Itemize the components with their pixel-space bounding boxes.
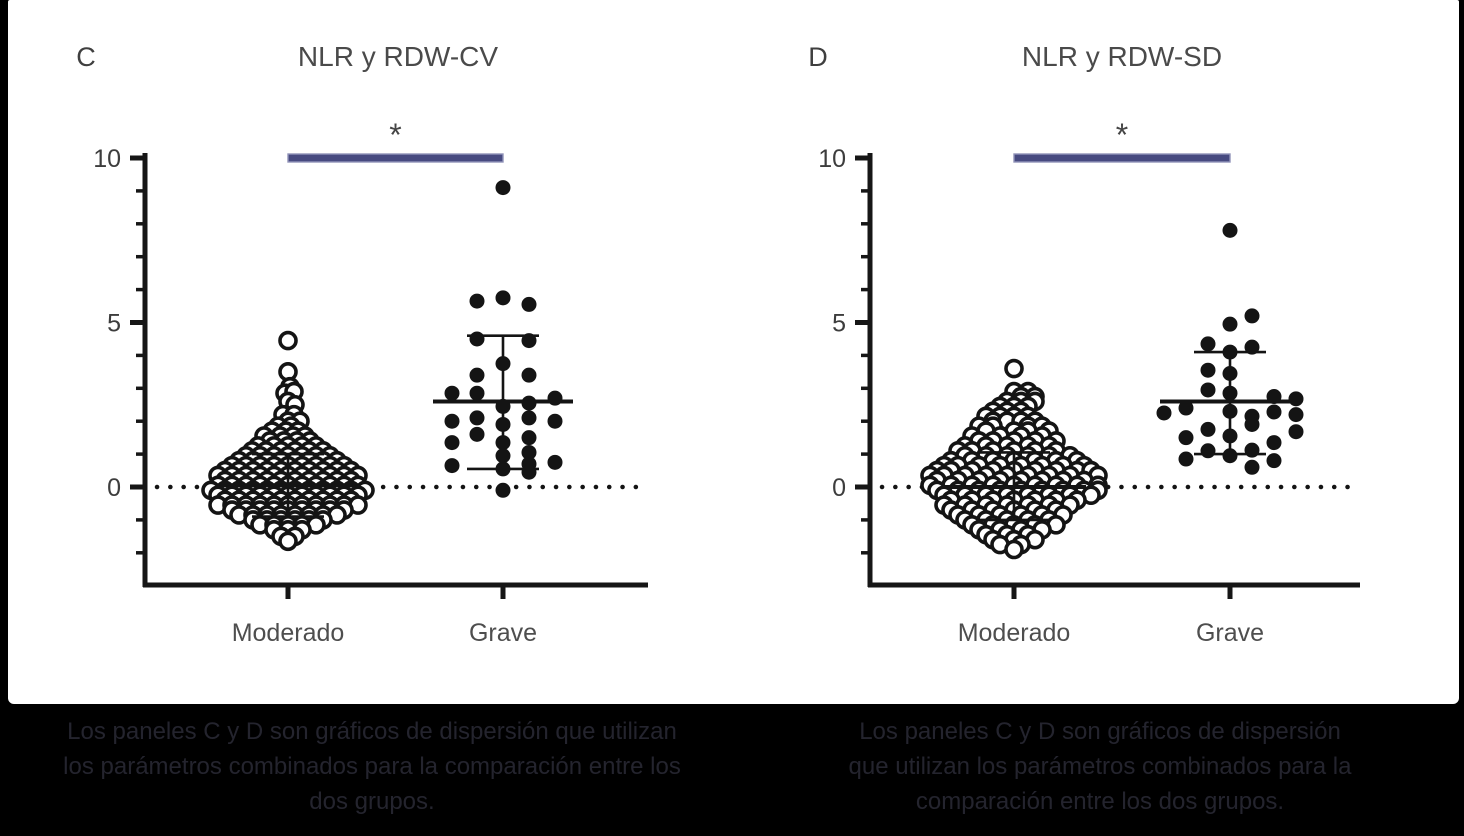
panel-title: NLR y RDW-SD <box>1022 41 1222 72</box>
error-bar-grave <box>433 334 573 471</box>
caption-panel-left: Los paneles C y D son gráficos de disper… <box>63 718 681 815</box>
panel-title: NLR y RDW-CV <box>298 41 498 72</box>
data-point <box>1156 405 1172 421</box>
data-point <box>1222 448 1238 464</box>
data-point <box>1288 407 1304 423</box>
data-point <box>1200 336 1216 352</box>
data-point <box>521 410 537 426</box>
data-point <box>1244 442 1260 458</box>
category-label-grave: Grave <box>469 619 537 647</box>
y-tick-label: 5 <box>107 309 121 337</box>
scatter-panel-d: D NLR y RDW-SD 10 5 0 Moderado Grave * <box>808 41 1363 647</box>
data-point <box>469 410 485 426</box>
data-point <box>1244 308 1260 324</box>
data-point <box>1004 539 1024 560</box>
data-point <box>444 458 460 474</box>
data-point <box>1200 421 1216 437</box>
data-point <box>1200 443 1216 459</box>
caption-band: Los paneles C y D son gráficos de disper… <box>0 704 1464 836</box>
data-point <box>495 180 511 196</box>
data-point <box>1222 222 1238 238</box>
y-tick-label: 10 <box>818 145 846 173</box>
data-point <box>469 385 485 401</box>
y-tick-label: 5 <box>832 309 846 337</box>
data-point <box>1266 435 1282 451</box>
data-point <box>521 464 537 480</box>
data-point <box>469 331 485 347</box>
data-point <box>469 293 485 309</box>
data-point <box>1200 362 1216 378</box>
scatter-panels: C NLR y RDW-CV 10 5 0 Moderado Grave * D NLR y RD… <box>76 41 1363 647</box>
data-point <box>469 367 485 383</box>
data-point <box>1244 459 1260 475</box>
data-point <box>1288 391 1304 407</box>
category-label-moderado: Moderado <box>232 619 345 647</box>
data-point <box>1222 316 1238 332</box>
data-point <box>547 413 563 429</box>
caption-panel-right: Los paneles C y D son gráficos de disper… <box>848 718 1352 815</box>
data-point <box>444 435 460 451</box>
data-point <box>1266 453 1282 469</box>
panel-letter: D <box>808 42 828 72</box>
data-point <box>495 290 511 306</box>
error-bar-moderado <box>216 452 360 518</box>
data-point <box>1244 416 1260 432</box>
y-tick-label: 0 <box>107 474 121 502</box>
panel-letter: C <box>76 42 96 72</box>
significance-bar <box>287 153 504 163</box>
data-point <box>1178 451 1194 467</box>
category-label-grave: Grave <box>1196 619 1264 647</box>
data-point <box>1178 400 1194 416</box>
data-point <box>521 444 537 460</box>
significance-asterisk: * <box>1116 117 1128 153</box>
data-point <box>1004 358 1024 379</box>
data-point <box>521 367 537 383</box>
scatter-panel-c: C NLR y RDW-CV 10 5 0 Moderado Grave * <box>76 41 651 647</box>
data-point <box>1200 382 1216 398</box>
data-point <box>547 454 563 470</box>
data-point <box>495 482 511 498</box>
y-tick-label: 0 <box>832 474 846 502</box>
y-tick-label: 10 <box>93 145 121 173</box>
significance-asterisk: * <box>389 117 401 153</box>
data-point <box>1178 430 1194 446</box>
data-point <box>1266 404 1282 420</box>
figure-card: C NLR y RDW-CV 10 5 0 Moderado Grave * D NLR y RD… <box>8 0 1459 704</box>
category-label-moderado: Moderado <box>958 619 1071 647</box>
data-point <box>469 426 485 442</box>
data-point <box>278 531 298 552</box>
data-point <box>1288 424 1304 440</box>
data-point <box>521 430 537 446</box>
data-point <box>521 296 537 312</box>
data-point <box>444 413 460 429</box>
significance-bar <box>1013 153 1231 163</box>
error-bar-grave <box>1160 350 1300 456</box>
error-bar-moderado <box>942 451 1086 522</box>
data-point <box>444 385 460 401</box>
data-point <box>278 330 298 351</box>
